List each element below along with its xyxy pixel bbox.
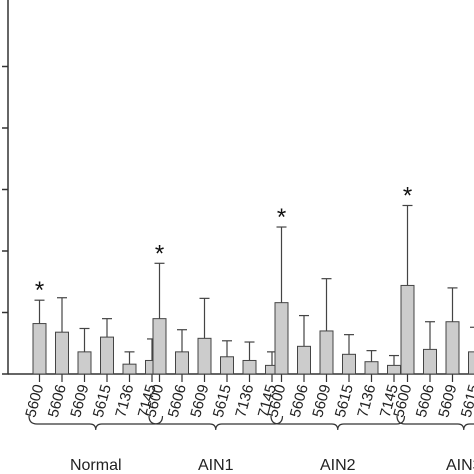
bar (152, 318, 167, 375)
bar (319, 330, 334, 375)
bar (32, 323, 47, 375)
group-label: AIN3 (446, 457, 474, 474)
group-bracket (270, 415, 406, 431)
x-tick-label: 7136 (112, 383, 137, 420)
significance-marker: * (277, 204, 286, 231)
x-tick-label: 5609 (435, 383, 460, 420)
x-tick-label: 7136 (232, 383, 257, 420)
bar (100, 336, 114, 375)
group-label: AIN2 (320, 457, 356, 474)
bar (387, 364, 401, 375)
bar (175, 351, 189, 375)
bars-layer (32, 204, 474, 375)
group-bracket (148, 415, 284, 431)
bar (468, 351, 474, 375)
bar (77, 351, 92, 375)
x-tick-label: 5609 (309, 383, 334, 420)
group-bracket (396, 415, 474, 431)
x-tick-label: 5600 (22, 383, 47, 420)
significance-marker: * (403, 182, 412, 209)
bar (297, 345, 311, 375)
bar (242, 359, 257, 375)
bar (423, 348, 437, 375)
bar (342, 353, 356, 375)
bar (400, 284, 415, 375)
significance-marker: * (155, 240, 164, 267)
bar (122, 363, 137, 375)
bar (274, 302, 289, 375)
bar (220, 356, 234, 375)
significance-marker: * (35, 277, 44, 304)
bar (445, 321, 460, 375)
x-tick-label: 5606 (287, 383, 312, 420)
x-tick-label: 5615 (332, 383, 357, 420)
bar (364, 361, 379, 375)
group-label: Normal (70, 457, 122, 474)
group-bracket (28, 415, 164, 431)
x-tick-label: 5615 (458, 383, 474, 420)
x-tick-label: 5615 (210, 383, 235, 420)
x-tick-label: 5606 (45, 383, 70, 420)
x-tick-label: 7136 (354, 383, 379, 420)
bar (197, 337, 212, 375)
group-label: AIN1 (198, 457, 234, 474)
x-tick-label: 5609 (67, 383, 92, 420)
x-tick-label: 5615 (90, 383, 115, 420)
x-tick-label: 5609 (187, 383, 212, 420)
x-tick-label: 5606 (165, 383, 190, 420)
x-tick-label: 5606 (413, 383, 438, 420)
bar (55, 331, 69, 375)
